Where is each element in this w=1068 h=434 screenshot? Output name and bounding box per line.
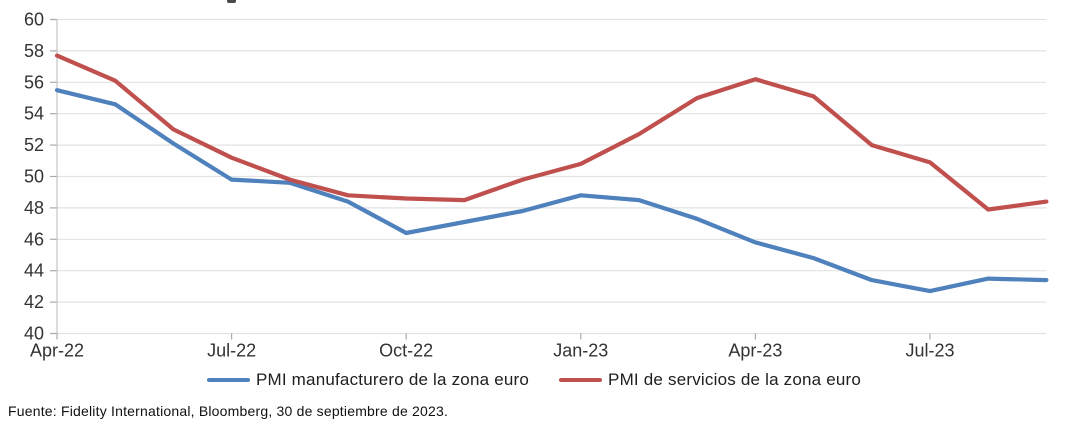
y-tick-label-54: 54 <box>24 104 44 124</box>
legend-label-services: PMI de servicios de la zona euro <box>608 370 862 389</box>
source-note: Fuente: Fidelity International, Bloomber… <box>8 403 449 419</box>
legend-line-swatch-manufacturing <box>206 377 250 383</box>
x-tick-label-Apr-23: Apr-23 <box>728 341 782 361</box>
legend-item-manufacturing: PMI manufacturero de la zona euro <box>206 370 530 390</box>
legend-label-manufacturing: PMI manufacturero de la zona euro <box>255 370 530 389</box>
y-tick-label-48: 48 <box>24 198 44 218</box>
y-tick-label-50: 50 <box>24 167 44 187</box>
legend-item-services: PMI de servicios de la zona euro <box>559 370 861 390</box>
y-tick-label-42: 42 <box>24 292 44 312</box>
x-tick-label-Oct-22: Oct-22 <box>379 341 433 361</box>
y-tick-label-52: 52 <box>24 135 44 155</box>
y-tick-label-56: 56 <box>24 72 44 92</box>
pmi-line-chart: 40 42 44 46 48 50 52 54 56 58 60 Apr-22 Jul-22 Oct-22… <box>24 10 1049 361</box>
y-tick-label-60: 60 <box>24 10 44 30</box>
x-tick-label-Jul-22: Jul-22 <box>207 341 256 361</box>
y-tick-label-46: 46 <box>24 229 44 249</box>
series-line-services <box>54 53 1049 212</box>
cropped-title-fragment <box>227 0 236 3</box>
chart-legend: PMI manufacturero de la zona euro PMI de… <box>0 365 1068 395</box>
legend-line-swatch-services <box>559 377 603 383</box>
y-tick-label-40: 40 <box>24 324 44 344</box>
x-tick-label-Jan-23: Jan-23 <box>553 341 608 361</box>
series-line-manufacturing <box>54 88 1049 294</box>
x-tick-label-Apr-22: Apr-22 <box>30 341 84 361</box>
x-tick-label-Jul-23: Jul-23 <box>905 341 954 361</box>
y-tick-label-58: 58 <box>24 41 44 61</box>
y-tick-label-44: 44 <box>24 261 44 281</box>
